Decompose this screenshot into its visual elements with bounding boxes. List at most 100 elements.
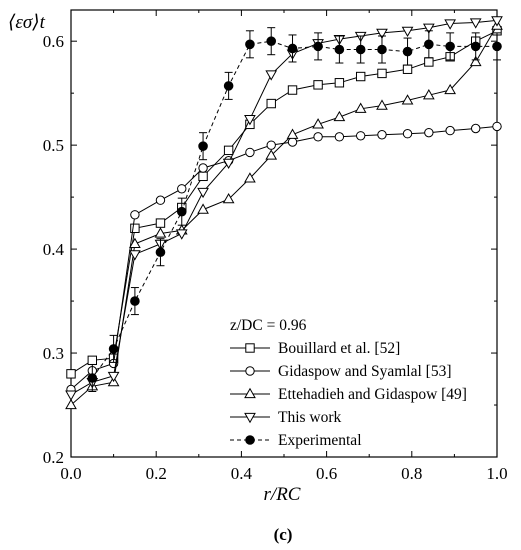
data-point: [492, 41, 502, 52]
x-tick-label: 0.6: [316, 464, 337, 483]
data-point: [287, 137, 298, 147]
data-point: [355, 131, 366, 141]
legend-label: Ettehadieh and Gidaspow [49]: [278, 386, 467, 403]
data-point: [376, 99, 388, 110]
data-point: [198, 141, 208, 151]
data-point: [198, 163, 208, 173]
data-point: [334, 78, 345, 88]
legend-marker: [245, 435, 255, 445]
data-point: [266, 140, 276, 150]
series-layer: [65, 16, 503, 410]
data-point: [313, 80, 323, 90]
data-point: [424, 127, 434, 138]
legend-marker: [245, 343, 255, 353]
data-point: [108, 344, 119, 354]
data-point: [402, 46, 413, 57]
data-point: [313, 132, 323, 142]
data-point: [129, 250, 141, 261]
legend-label: Experimental: [278, 432, 362, 449]
data-point: [155, 247, 166, 258]
data-point: [470, 41, 481, 52]
data-point: [444, 19, 456, 30]
legend-label: Bouillard et al. [52]: [278, 340, 400, 357]
y-tick-label: 0.4: [43, 240, 65, 259]
data-point: [355, 71, 366, 82]
series-line: [70, 19, 498, 396]
data-point: [244, 172, 256, 183]
data-point: [155, 218, 166, 228]
data-point: [223, 81, 234, 91]
data-point: [333, 110, 346, 122]
data-point: [87, 373, 98, 383]
data-point: [177, 184, 187, 194]
data-point: [334, 44, 345, 55]
legend-label: Gidaspow and Syamlal [53]: [278, 363, 451, 380]
data-point: [312, 118, 324, 129]
data-point: [130, 210, 140, 220]
data-point: [107, 371, 120, 383]
data-point: [313, 41, 323, 52]
data-point: [445, 125, 455, 136]
legend-marker: [245, 366, 255, 376]
data-point: [444, 83, 456, 95]
data-point: [377, 130, 387, 140]
legend-marker: [244, 387, 256, 399]
data-point: [154, 227, 167, 238]
data-point: [354, 102, 367, 113]
data-point: [492, 121, 502, 132]
legend-item: Gidaspow and Syamlal [53]: [230, 363, 451, 380]
series-1: [66, 121, 502, 395]
data-point: [265, 70, 278, 81]
data-point: [222, 158, 235, 170]
data-point: [197, 187, 209, 199]
data-point: [155, 195, 166, 205]
x-tick-label: 0.0: [60, 464, 81, 483]
data-point: [245, 39, 255, 50]
x-tick-label: 0.4: [231, 464, 253, 483]
data-point: [130, 296, 140, 306]
y-tick-label: 0.5: [43, 136, 64, 155]
data-point: [469, 55, 482, 67]
y-axis-label: ⟨εσ⟩t: [8, 12, 46, 33]
data-point: [377, 44, 387, 55]
legend: z/DC = 0.96 Bouillard et al. [52] Gidaspow…: [230, 317, 467, 449]
data-point: [65, 398, 77, 410]
y-tick-label: 0.2: [43, 448, 64, 467]
x-tick-label: 0.2: [146, 464, 167, 483]
data-point: [402, 64, 413, 74]
legend-marker: [244, 412, 256, 424]
data-point: [469, 18, 482, 29]
panel-label: (c): [274, 525, 293, 544]
data-point: [445, 41, 455, 52]
data-point: [424, 57, 434, 67]
data-point: [424, 39, 434, 50]
data-point: [198, 171, 208, 182]
axes-layer: 0.0 0.2 0.4 0.6 0.8 1.00.20.30.40.50.6: [43, 9, 508, 483]
data-point: [130, 223, 140, 234]
y-tick-label: 0.3: [43, 344, 64, 363]
data-point: [376, 28, 388, 40]
data-point: [245, 147, 255, 158]
data-point: [471, 123, 481, 134]
data-point: [175, 229, 188, 240]
data-point: [287, 85, 298, 95]
data-point: [66, 369, 76, 379]
data-point: [266, 98, 276, 109]
data-point: [287, 43, 298, 54]
data-point: [422, 23, 435, 34]
data-point: [266, 36, 277, 46]
data-point: [222, 192, 235, 204]
data-point: [402, 129, 413, 139]
data-point: [286, 128, 299, 139]
series-4: [87, 27, 502, 393]
data-point: [197, 203, 209, 214]
data-point: [176, 206, 187, 217]
x-tick-label: 1.0: [486, 464, 507, 483]
legend-item: Ettehadieh and Gidaspow [49]: [230, 386, 467, 403]
data-point: [491, 16, 503, 27]
data-point: [334, 132, 345, 142]
legend-item: Bouillard et al. [52]: [230, 340, 400, 357]
series-3: [65, 16, 503, 401]
legend-title: z/DC = 0.96: [230, 317, 307, 334]
